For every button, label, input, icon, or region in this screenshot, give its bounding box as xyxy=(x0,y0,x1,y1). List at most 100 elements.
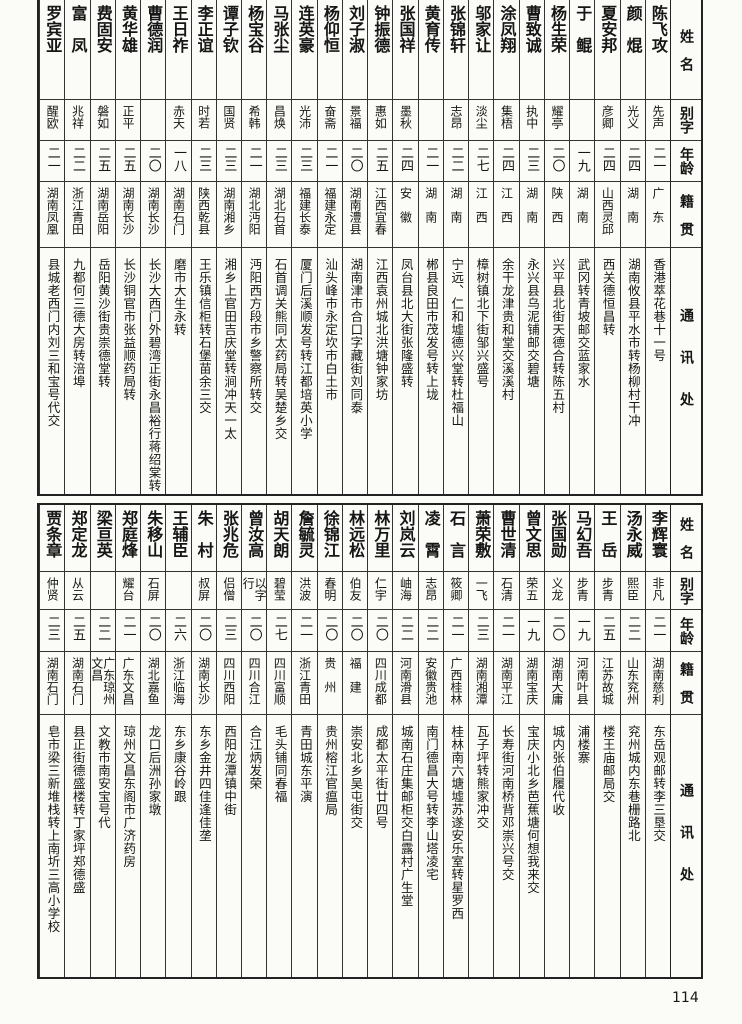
cell-alias: 耀台 xyxy=(115,572,141,610)
cell-age: 二二 xyxy=(65,141,90,182)
cell-address: 永兴县乌泥铺邮交碧塘 xyxy=(524,258,540,388)
cell-alias xyxy=(90,572,115,610)
cell-native: 浙江青田 xyxy=(292,652,317,715)
table-row: 张锦轩 志昂 二二湖 南宁远、仁和墟德兴堂转杜福山 xyxy=(442,0,469,494)
cell-address: 余干龙津贵和堂交溪溪村 xyxy=(499,258,515,401)
table-row: 颜 焜光义 二四湖 南湖南攸县平水市转杨柳村干冲 xyxy=(619,0,645,494)
cell-address: 兴平县北街天德合转陈五村 xyxy=(550,258,566,414)
roster-table-bottom: 姓 名别字 年龄籍 贯通讯处 李辉寰 非凡 二一 湖南慈利 东岳观邮转李三垦交 汤永威 熙臣 二二… xyxy=(37,503,703,979)
cell-age: 二三 xyxy=(40,610,65,652)
cell-address: 沔阳西方段市乡警察所转交 xyxy=(247,258,263,414)
cell-address: 南门德昌大号转李山塔凌宅 xyxy=(424,725,440,881)
cell-native: 广西桂林 xyxy=(443,652,469,715)
cell-native: 湖南岳阳 xyxy=(90,182,115,248)
cell-age: 一八 xyxy=(166,141,191,182)
cell-age: 二〇 xyxy=(317,610,342,652)
cell-age: 二二 xyxy=(393,610,418,652)
cell-age: 二一 xyxy=(115,610,141,652)
cell-address: 郴县良田市茂发号转上垅 xyxy=(424,258,440,401)
table-row: 胡天朗 碧莹 二七 四川富顺 毛头铺同春福 xyxy=(266,505,292,977)
cell-native: 湖南澧县 xyxy=(342,182,368,248)
cell-alias: 非凡 xyxy=(645,572,670,610)
cell-name: 夏安邦 xyxy=(595,0,620,100)
table-row: 林远松 伯友 二〇福 建崇安北乡吴屯街交 xyxy=(341,505,368,977)
cell-age: 二一 xyxy=(242,141,267,182)
cell-address: 东乡康谷岭跟 xyxy=(171,725,187,803)
cell-address: 凤台县北大街张隆盛转 xyxy=(398,258,414,388)
cell-age: 二三 xyxy=(292,141,317,182)
table-row: 曹德润 二〇 湖南长沙 长沙大西门外碧湾正街永昌裕行蒋绍棠转 xyxy=(140,0,166,494)
cell-native: 湖南石门 xyxy=(166,182,191,248)
table-row: 王 岳步青 二五 江苏故城 楼王庙邮局交 xyxy=(594,505,620,977)
table-row: 曹世清 石清 二一 湖南平江 长寿街河南桥背邓崇兴号交 xyxy=(493,505,519,977)
table-row: 郑定龙 从云 二五 湖南石门 县正街德盛楼转丁家坪郑德盛 xyxy=(64,505,90,977)
cell-name: 曹致诚 xyxy=(519,0,544,100)
cell-native: 湖南大庸 xyxy=(544,652,570,715)
cell-alias: 耀亭 xyxy=(544,100,570,141)
cell-age: 二一 xyxy=(645,610,670,652)
cell-alias xyxy=(570,100,595,141)
cell-age: 二〇 xyxy=(191,610,216,652)
cell-name: 郑庭烽 xyxy=(115,505,141,572)
cell-address: 石首调关熊同太药局转吴楚乡交 xyxy=(272,258,288,440)
cell-address: 香港萃花巷十一号 xyxy=(651,258,667,362)
cell-native: 陕西乾县 xyxy=(191,182,216,248)
cell-age: 二〇 xyxy=(368,610,393,652)
cell-address: 宝庆小北乡芭蕉塘何想我来交 xyxy=(524,725,540,894)
table-row: 梁亘英 二二 广东琼州文昌 文教市南安宝号代 xyxy=(89,505,115,977)
header-native: 籍 贯 xyxy=(671,182,701,248)
cell-alias: 兆祥 xyxy=(65,100,90,141)
cell-age: 一九 xyxy=(519,610,544,652)
cell-alias: 醒欧 xyxy=(40,100,65,141)
cell-name: 钟振德 xyxy=(368,0,393,100)
cell-native: 河南滑县 xyxy=(393,652,418,715)
cell-address: 城南石庄集邮柜交白露村广生堂 xyxy=(398,725,414,907)
cell-alias: 侣僧 xyxy=(216,572,242,610)
cell-native: 四川合江 xyxy=(242,652,267,715)
cell-age: 二一 xyxy=(40,141,65,182)
cell-address: 毛头铺同春福 xyxy=(272,725,288,803)
table-row: 费固安 磐如 二五 湖南岳阳 岳阳黄沙街贵崇德堂转 xyxy=(89,0,115,494)
cell-alias: 执中 xyxy=(519,100,544,141)
cell-address: 楼王庙邮局交 xyxy=(600,725,616,803)
cell-name: 杨仰恒 xyxy=(317,0,342,100)
cell-age: 二三 xyxy=(267,141,292,182)
cell-name: 杨宝谷 xyxy=(242,0,267,100)
cell-alias: 步青 xyxy=(595,572,620,610)
table-row: 张国祥 墨秋 二四安 徽凤台县北大街张隆盛转 xyxy=(392,0,418,494)
cell-address: 西关德恒昌转 xyxy=(600,258,616,336)
cell-native: 陕 西 xyxy=(544,182,570,248)
cell-name: 马张尘 xyxy=(267,0,292,100)
table-row: 罗宾亚 醒欧 二一 湖南凤凰 县城老西门内刘三和宝号代交 xyxy=(39,0,65,494)
table-row: 曾文思 荣五 一九 湖南宝庆 宝庆小北乡芭蕉塘何想我来交 xyxy=(518,505,544,977)
cell-alias: 赤天 xyxy=(166,100,191,141)
cell-name: 富 凤 xyxy=(65,0,90,100)
cell-native: 山东兖州 xyxy=(620,652,645,715)
cell-alias: 熙臣 xyxy=(620,572,645,610)
cell-native: 四川富顺 xyxy=(267,652,292,715)
cell-name: 邬家让 xyxy=(469,0,494,100)
cell-alias: 先声 xyxy=(645,100,670,141)
cell-alias: 碧莹 xyxy=(267,572,292,610)
header-name: 姓 名 xyxy=(671,505,701,572)
cell-name: 黄育传 xyxy=(418,0,443,100)
cell-age: 二五 xyxy=(368,141,393,182)
cell-name: 谭子钦 xyxy=(216,0,242,100)
header-address: 通讯处 xyxy=(678,783,694,909)
cell-native: 江西宜春 xyxy=(368,182,393,248)
cell-name: 张国勋 xyxy=(544,505,570,572)
roster-table-top: 姓 名别字 年龄籍 贯通讯处 陈飞攻 先声 二一广 东香港萃花巷十一号颜 焜光义 二四湖 … xyxy=(37,0,703,496)
cell-alias: 国贤 xyxy=(216,100,242,141)
cell-address: 湘乡上官田吉庆堂转涧冲天一太 xyxy=(222,258,238,440)
table-row: 朱 村叔屏 二〇 湖南长沙 东乡金井四佳逢佳垄 xyxy=(190,505,216,977)
cell-address: 皂市梁三新堆栈转上南圻三高小学校 xyxy=(45,725,61,933)
cell-age: 二三 xyxy=(216,610,242,652)
cell-address: 龙口后洲孙家墩 xyxy=(146,725,162,816)
cell-native: 安 徽 xyxy=(393,182,418,248)
cell-age: 二〇 xyxy=(141,141,166,182)
cell-age: 二三 xyxy=(519,141,544,182)
cell-native: 山西灵邱 xyxy=(595,182,620,248)
cell-address: 宁远、仁和墟德兴堂转杜福山 xyxy=(449,258,465,427)
cell-name: 黄华雄 xyxy=(115,0,141,100)
cell-alias: 从云 xyxy=(65,572,90,610)
